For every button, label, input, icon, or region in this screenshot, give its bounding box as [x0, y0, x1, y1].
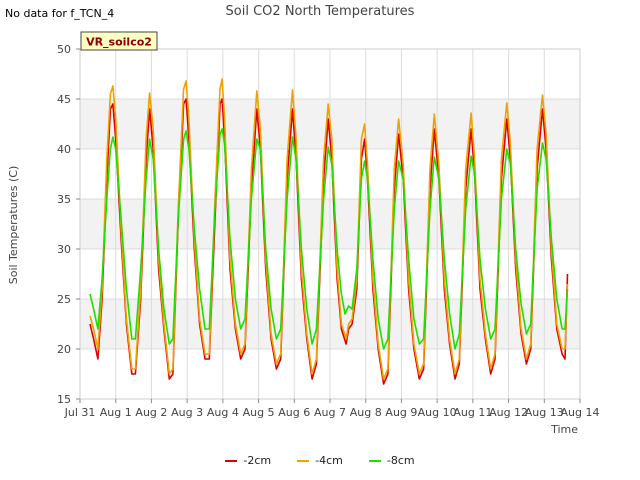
legend-item: -2cm — [225, 454, 271, 467]
x-tick-label: Aug 8 — [350, 406, 382, 419]
y-tick-label: 30 — [57, 243, 71, 256]
y-tick-label: 50 — [57, 43, 71, 56]
x-tick-label: Aug 10 — [418, 406, 457, 419]
series-line-minus-4cm — [89, 78, 569, 380]
x-tick-label: Aug 13 — [525, 406, 564, 419]
x-tick-label: Aug 5 — [243, 406, 275, 419]
y-tick-label: 45 — [57, 93, 71, 106]
y-tick-label: 15 — [57, 393, 71, 406]
legend-swatch — [297, 459, 310, 462]
y-tick-label: 20 — [57, 343, 71, 356]
series-line-minus-8cm — [89, 128, 569, 350]
y-tick-label: 35 — [57, 193, 71, 206]
x-tick-label: Aug 2 — [135, 406, 167, 419]
legend: -2cm -4cm -8cm — [0, 454, 640, 467]
x-tick-label: Aug 4 — [207, 406, 239, 419]
y-axis-label: Soil Temperatures (C) — [7, 166, 20, 285]
x-tick-label: Aug 7 — [314, 406, 346, 419]
x-tick-label: Aug 6 — [278, 406, 310, 419]
legend-label: -4cm — [315, 454, 343, 467]
x-tick-label: Aug 12 — [489, 406, 528, 419]
y-tick-label: 40 — [57, 143, 71, 156]
site-label-box — [80, 31, 158, 51]
legend-swatch — [368, 459, 381, 462]
no-data-message: No data for f_TCN_4 — [5, 7, 115, 20]
x-tick-label: Aug 11 — [453, 406, 492, 419]
x-tick-label: Aug 3 — [171, 406, 203, 419]
legend-item: -8cm — [368, 454, 415, 467]
legend-label: -2cm — [243, 454, 272, 467]
site-label: VR_soilco2 — [86, 36, 152, 49]
x-tick-label: Aug 1 — [100, 406, 132, 419]
chart-title: Soil CO2 North Temperatures — [226, 4, 415, 19]
legend-label: -8cm — [386, 454, 415, 467]
legend-swatch — [225, 459, 238, 462]
x-tick-label: Aug 9 — [385, 406, 417, 419]
y-tick-label: 25 — [57, 293, 71, 306]
legend-item: -4cm — [297, 454, 343, 467]
x-tick-label: Jul 31 — [64, 406, 96, 419]
x-axis-label: Time — [550, 423, 578, 436]
x-tick-label: Aug 14 — [561, 406, 600, 419]
